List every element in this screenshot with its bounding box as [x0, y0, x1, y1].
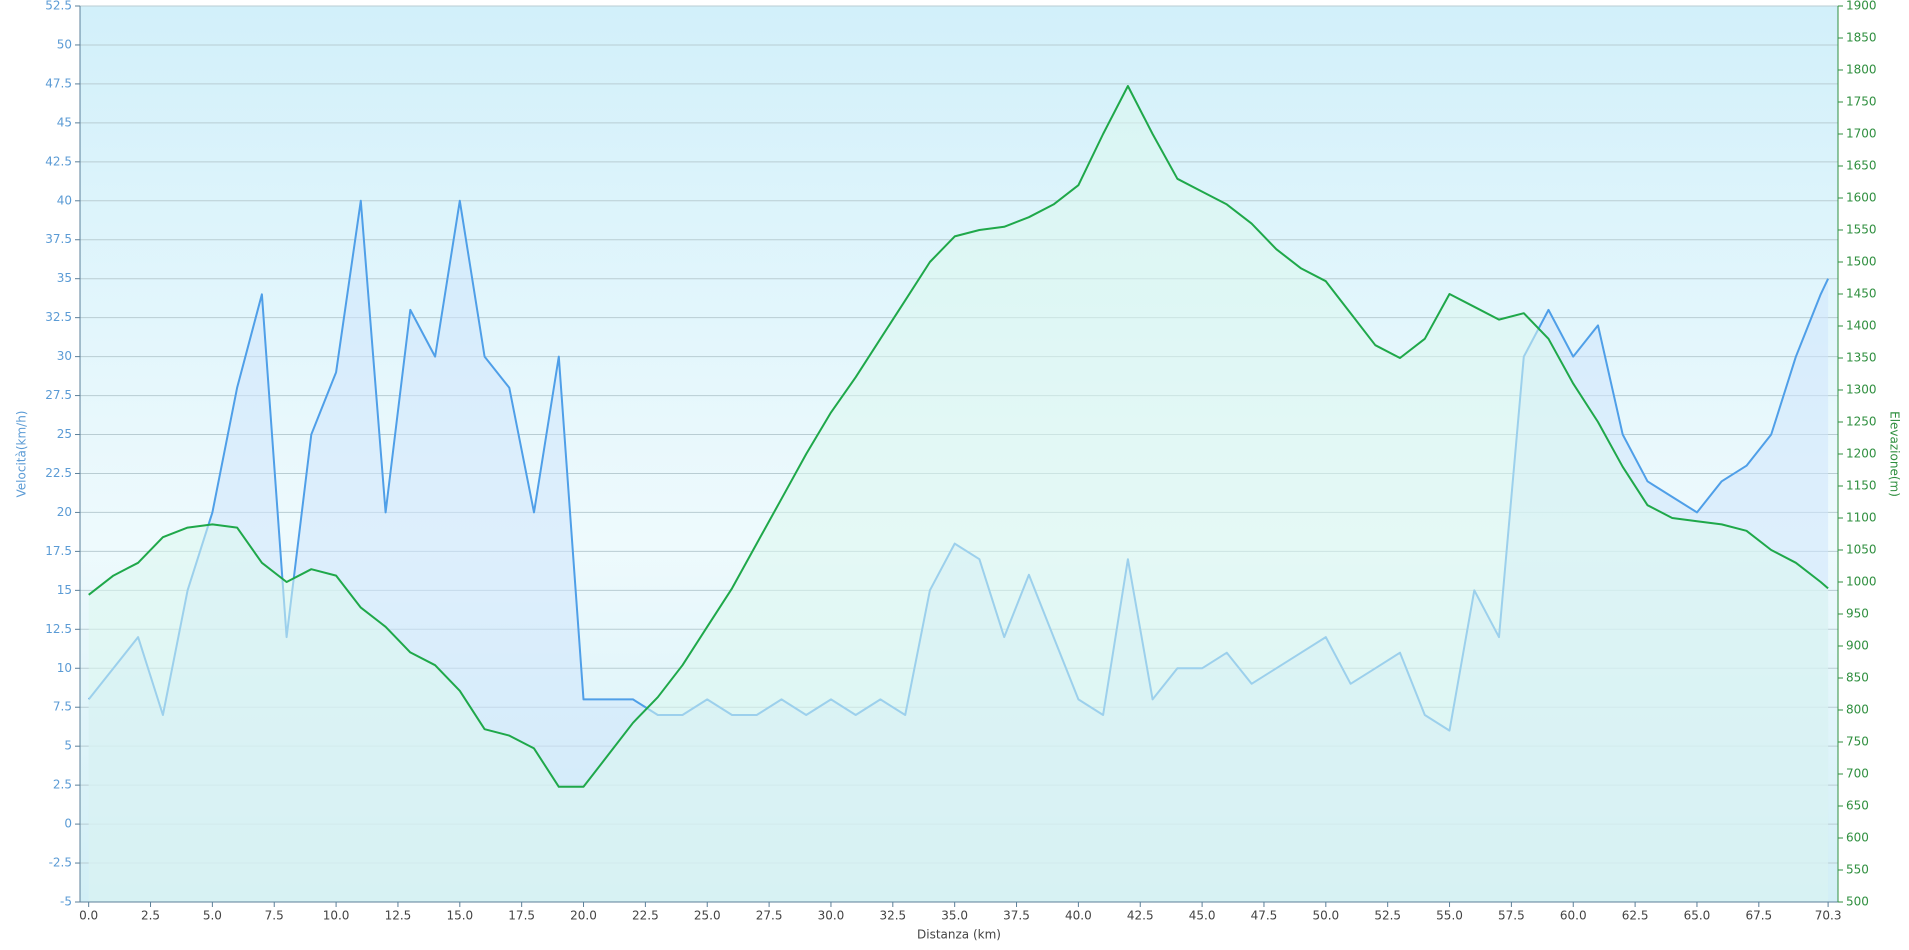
y-tick-label: 2.5 [53, 778, 72, 792]
x-tick-label: 55.0 [1436, 909, 1463, 923]
x-tick-label: 30.0 [818, 909, 845, 923]
y2-tick-label: 1400 [1846, 319, 1877, 333]
x-tick-label: 62.5 [1622, 909, 1649, 923]
x-tick-label: 60.0 [1560, 909, 1587, 923]
y2-tick-label: 1050 [1846, 543, 1877, 557]
y-tick-label: 50 [57, 37, 72, 51]
y-tick-label: 30 [57, 349, 72, 363]
y-tick-label: 10 [57, 661, 72, 675]
y2-tick-label: 1500 [1846, 255, 1877, 269]
y-tick-label: 47.5 [45, 76, 72, 90]
y2-tick-label: 950 [1846, 607, 1869, 621]
x-tick-label: 10.0 [323, 909, 350, 923]
y-tick-label: 40 [57, 193, 72, 207]
x-tick-label: 20.0 [570, 909, 597, 923]
y2-tick-label: 1800 [1846, 63, 1877, 77]
x-tick-label: 70.3 [1815, 909, 1842, 923]
y2-tick-label: 1850 [1846, 31, 1877, 45]
y-tick-label: -5 [60, 895, 72, 909]
y2-tick-label: 1200 [1846, 447, 1877, 461]
y-tick-label: 52.5 [45, 0, 72, 13]
y-tick-label: 0 [64, 817, 72, 831]
y-tick-label: 15 [57, 583, 72, 597]
x-tick-label: 22.5 [632, 909, 659, 923]
x-tick-label: 25.0 [694, 909, 721, 923]
y2-tick-label: 800 [1846, 703, 1869, 717]
y-tick-label: 32.5 [45, 310, 72, 324]
x-tick-label: 47.5 [1251, 909, 1278, 923]
x-tick-label: 27.5 [756, 909, 783, 923]
y-tick-label: 5 [64, 739, 72, 753]
x-tick-label: 0.0 [79, 909, 98, 923]
y2-tick-label: 1450 [1846, 287, 1877, 301]
y-tick-label: -2.5 [49, 856, 72, 870]
y2-tick-label: 1650 [1846, 159, 1877, 173]
x-tick-label: 12.5 [385, 909, 412, 923]
x-tick-label: 17.5 [508, 909, 535, 923]
y2-tick-label: 1250 [1846, 415, 1877, 429]
area [88, 86, 1829, 902]
y-tick-label: 45 [57, 115, 72, 129]
line [88, 85, 1829, 788]
y2-tick-label: 850 [1846, 671, 1869, 685]
y2-tick-label: 650 [1846, 799, 1869, 813]
y2-tick-label: 550 [1846, 863, 1869, 877]
y2-tick-label: 1900 [1846, 0, 1877, 13]
y2-tick-label: 750 [1846, 735, 1869, 749]
y2-tick-label: 900 [1846, 639, 1869, 653]
x-axis-title: Distanza (km) [917, 928, 1001, 942]
x-tick-label: 57.5 [1498, 909, 1525, 923]
x-tick-label: 2.5 [141, 909, 160, 923]
y2-tick-label: 1550 [1846, 223, 1877, 237]
y2-tick-label: 600 [1846, 831, 1869, 845]
x-tick-label: 67.5 [1745, 909, 1772, 923]
y2-tick-label: 1350 [1846, 351, 1877, 365]
y2-tick-label: 1700 [1846, 127, 1877, 141]
x-tick-label: 50.0 [1312, 909, 1339, 923]
y2-tick-label: 1300 [1846, 383, 1877, 397]
y2-tick-label: 1750 [1846, 95, 1877, 109]
y-tick-label: 37.5 [45, 232, 72, 246]
y-tick-label: 17.5 [45, 544, 72, 558]
y2-tick-label: 1100 [1846, 511, 1877, 525]
x-tick-label: 15.0 [446, 909, 473, 923]
x-tick-label: 45.0 [1189, 909, 1216, 923]
x-tick-label: 52.5 [1374, 909, 1401, 923]
y2-tick-label: 1600 [1846, 191, 1877, 205]
y2-axis-title: Elevazione(m) [1888, 411, 1902, 497]
y2-tick-label: 1150 [1846, 479, 1877, 493]
x-tick-label: 40.0 [1065, 909, 1092, 923]
x-tick-label: 7.5 [265, 909, 284, 923]
y-tick-label: 22.5 [45, 466, 72, 480]
x-tick-label: 32.5 [879, 909, 906, 923]
y2-tick-label: 700 [1846, 767, 1869, 781]
y-tick-label: 27.5 [45, 388, 72, 402]
y-tick-label: 7.5 [53, 700, 72, 714]
y-axis-title: Velocità(km/h) [15, 411, 29, 498]
x-tick-label: 37.5 [1003, 909, 1030, 923]
y-tick-label: 35 [57, 271, 72, 285]
y-tick-label: 42.5 [45, 154, 72, 168]
x-tick-label: 42.5 [1127, 909, 1154, 923]
y-tick-label: 25 [57, 427, 72, 441]
y-tick-label: 20 [57, 505, 72, 519]
x-tick-label: 65.0 [1684, 909, 1711, 923]
x-tick-label: 35.0 [941, 909, 968, 923]
y2-tick-label: 1000 [1846, 575, 1877, 589]
x-tick-label: 5.0 [203, 909, 222, 923]
y2-tick-label: 500 [1846, 895, 1869, 909]
y-tick-label: 12.5 [45, 622, 72, 636]
